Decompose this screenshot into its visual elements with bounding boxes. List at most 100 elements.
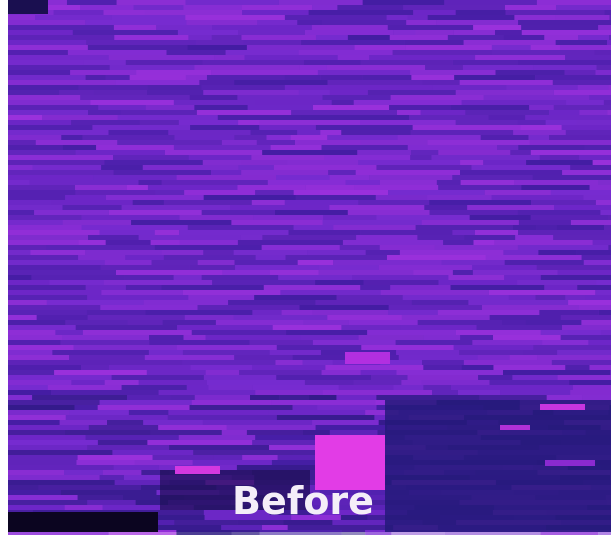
- streak: [8, 260, 105, 265]
- streak: [560, 45, 611, 50]
- streak: [76, 150, 165, 155]
- streak: [579, 155, 611, 160]
- streak: [547, 395, 582, 400]
- streak: [227, 425, 316, 430]
- streak: [8, 400, 100, 405]
- streak: [8, 360, 110, 365]
- streak: [106, 195, 204, 200]
- streak: [262, 245, 340, 250]
- streak: [260, 120, 360, 125]
- streak: [340, 245, 380, 250]
- streak: [537, 225, 557, 230]
- streak: [437, 180, 461, 185]
- streak: [477, 325, 563, 330]
- streak: [8, 265, 101, 270]
- streak: [269, 445, 321, 450]
- streak: [8, 120, 71, 125]
- streak: [212, 280, 315, 285]
- streak: [8, 485, 38, 490]
- streak: [250, 395, 279, 400]
- streak: [486, 255, 582, 260]
- streak: [363, 75, 412, 80]
- streak: [38, 485, 140, 490]
- streak: [551, 190, 611, 195]
- streak: [598, 180, 611, 185]
- streak: [190, 405, 293, 410]
- streak: [565, 55, 611, 60]
- page: {"image": {"caption": "Before"}} Before …: [0, 0, 611, 535]
- streak: [531, 200, 596, 205]
- streak: [333, 260, 441, 265]
- streak: [542, 340, 588, 345]
- streak: [568, 300, 611, 305]
- streak: [535, 75, 611, 80]
- streak: [303, 430, 330, 435]
- streak: [544, 285, 577, 290]
- streak: [176, 530, 231, 535]
- streak: [556, 40, 607, 45]
- streak: [164, 200, 252, 205]
- streak: [588, 340, 611, 345]
- streak: [188, 35, 211, 40]
- streak: [129, 410, 169, 415]
- streak: [51, 390, 159, 395]
- streak: [464, 360, 552, 365]
- bright-streak: [540, 404, 585, 410]
- streak: [565, 70, 596, 75]
- streak: [42, 115, 118, 120]
- streak: [8, 390, 51, 395]
- streak: [408, 15, 428, 20]
- streak: [367, 330, 456, 335]
- streak: [590, 365, 611, 370]
- streak: [485, 190, 551, 195]
- streak: [454, 75, 535, 80]
- streak: [273, 325, 342, 330]
- streak: [8, 195, 65, 200]
- streak: [98, 405, 190, 410]
- streak: [92, 125, 190, 130]
- streak: [242, 35, 317, 40]
- streak: [191, 365, 253, 370]
- streak: [8, 150, 76, 155]
- streak: [278, 275, 352, 280]
- streak: [361, 370, 397, 375]
- streak: [88, 315, 185, 320]
- bright-streak: [175, 466, 220, 474]
- streak: [204, 375, 276, 380]
- streak: [475, 230, 518, 235]
- streak: [161, 250, 203, 255]
- streak: [85, 250, 161, 255]
- streak: [34, 210, 109, 215]
- streak: [286, 255, 387, 260]
- streak: [8, 325, 76, 330]
- streak: [406, 45, 492, 50]
- streak: [538, 250, 576, 255]
- streak: [422, 380, 490, 385]
- streak: [458, 390, 500, 395]
- streak: [222, 140, 257, 145]
- streak: [510, 355, 538, 360]
- streak: [88, 235, 139, 240]
- streak: [93, 90, 147, 95]
- streak: [413, 125, 521, 130]
- streak: [371, 375, 408, 380]
- streak: [185, 315, 234, 320]
- streak: [360, 230, 452, 235]
- streak: [8, 425, 89, 430]
- streak: [118, 115, 218, 120]
- streak: [566, 100, 604, 105]
- streak: [533, 65, 596, 70]
- streak: [578, 305, 611, 310]
- streak: [234, 250, 307, 255]
- streak: [8, 40, 86, 45]
- streak: [579, 110, 607, 115]
- streak: [582, 255, 611, 260]
- streak: [180, 240, 238, 245]
- streak: [90, 100, 174, 105]
- streak: [260, 530, 342, 535]
- streak: [456, 90, 554, 95]
- streak: [387, 15, 408, 20]
- streak: [316, 300, 412, 305]
- streak: [146, 310, 253, 315]
- streak: [251, 130, 298, 135]
